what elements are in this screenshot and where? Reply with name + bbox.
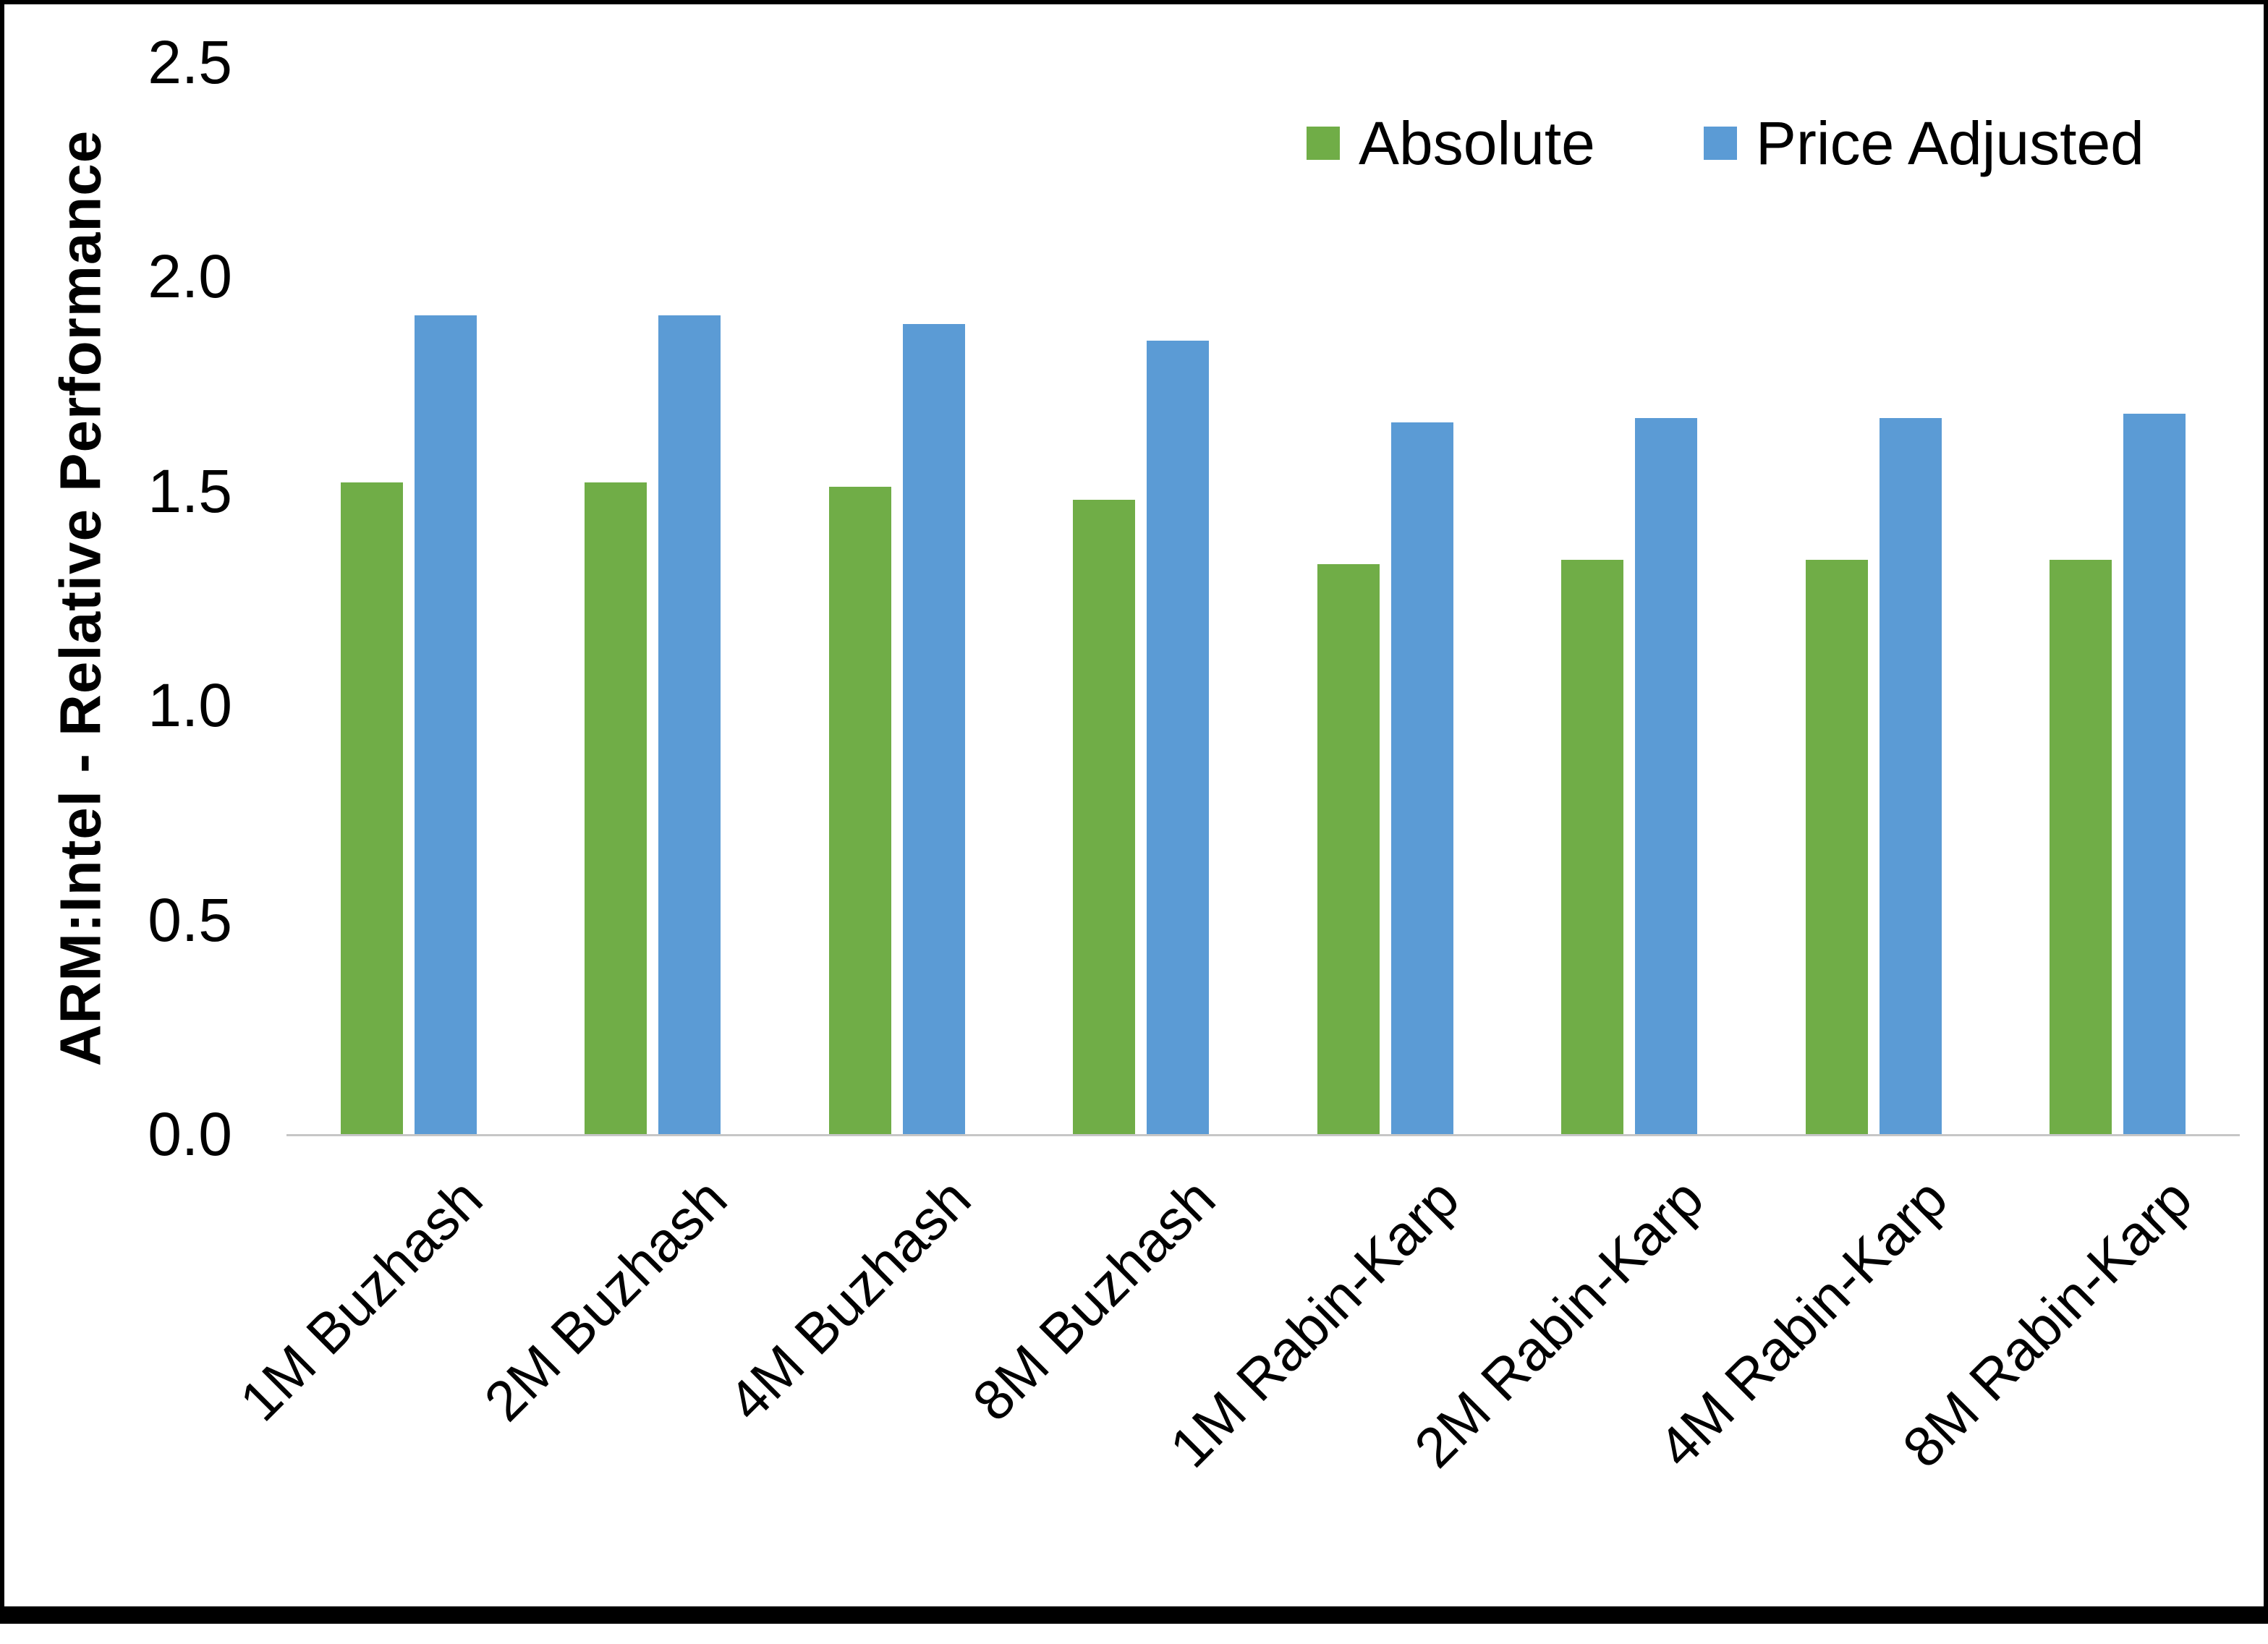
x-axis-label-cell: 1M Rabin-Karp xyxy=(1158,1136,1508,1527)
x-axis-label-cell: 4M Buzhash xyxy=(716,1136,1019,1527)
bar-price-adjusted xyxy=(658,315,721,1134)
y-tick-label: 0.0 xyxy=(148,1100,232,1168)
bar-group xyxy=(1263,62,1508,1134)
bar-absolute xyxy=(1561,559,1624,1134)
legend-item: Price Adjusted xyxy=(1703,109,2144,177)
bar-price-adjusted xyxy=(902,323,965,1134)
bar-price-adjusted xyxy=(1635,418,1698,1134)
x-axis-labels: 1M Buzhash 2M Buzhash 4M Buzhash 8M Buzhash… xyxy=(228,1136,2241,1527)
bars-layer xyxy=(286,62,2240,1134)
bar-group xyxy=(1508,62,1752,1134)
bar-group xyxy=(1996,62,2241,1134)
bar-absolute xyxy=(1317,563,1380,1134)
x-axis-label-cell: 2M Buzhash xyxy=(472,1136,776,1527)
x-axis-label: 1M Buzhash xyxy=(227,1166,495,1434)
x-axis-label-cell: 1M Buzhash xyxy=(228,1136,531,1527)
bar-absolute xyxy=(1073,499,1136,1134)
x-axis-label-cell: 2M Rabin-Karp xyxy=(1402,1136,1752,1527)
bar-group xyxy=(775,62,1019,1134)
bar-group xyxy=(1019,62,1264,1134)
y-tick-label: 1.0 xyxy=(148,671,232,740)
bar-price-adjusted xyxy=(1390,422,1453,1134)
y-axis-title-text: ARM:Intel - Relative Performance xyxy=(48,129,113,1067)
legend-label: Price Adjusted xyxy=(1755,109,2144,177)
bar-group xyxy=(286,62,531,1134)
bar-absolute xyxy=(828,486,891,1134)
y-tick-label: 1.5 xyxy=(148,456,232,525)
bar-price-adjusted xyxy=(1147,341,1210,1134)
legend-label: Absolute xyxy=(1359,109,1595,177)
x-axis-label-cell: 4M Rabin-Karp xyxy=(1646,1136,1996,1527)
legend: Absolute Price Adjusted xyxy=(1307,113,2144,174)
bar-chart: ARM:Intel - Relative Performance 0.0 0.5 1… xyxy=(4,4,2264,1606)
bar-price-adjusted xyxy=(1879,418,1942,1134)
bar-absolute xyxy=(340,482,403,1134)
bar-absolute xyxy=(585,482,647,1134)
bar-absolute xyxy=(1805,559,1868,1134)
y-tick-label: 2.5 xyxy=(148,28,232,96)
x-axis-label-cell: 8M Buzhash xyxy=(960,1136,1264,1527)
bar-price-adjusted xyxy=(414,315,477,1134)
bar-group xyxy=(1751,62,1996,1134)
legend-swatch xyxy=(1703,127,1737,160)
plot-area: Absolute Price Adjusted xyxy=(286,62,2240,1136)
y-tick-label: 2.0 xyxy=(148,242,232,311)
bar-group xyxy=(531,62,776,1134)
y-tick-label: 0.5 xyxy=(148,885,232,954)
y-axis-ticks: 0.0 0.5 1.0 1.5 2.0 2.5 xyxy=(106,32,232,1164)
bar-price-adjusted xyxy=(2123,414,2186,1134)
x-axis-label-cell: 8M Rabin-Karp xyxy=(1890,1136,2241,1527)
bar-absolute xyxy=(2050,559,2112,1134)
legend-item: Absolute xyxy=(1307,113,1595,174)
x-axis-line xyxy=(286,1134,2240,1136)
legend-swatch xyxy=(1307,127,1340,160)
